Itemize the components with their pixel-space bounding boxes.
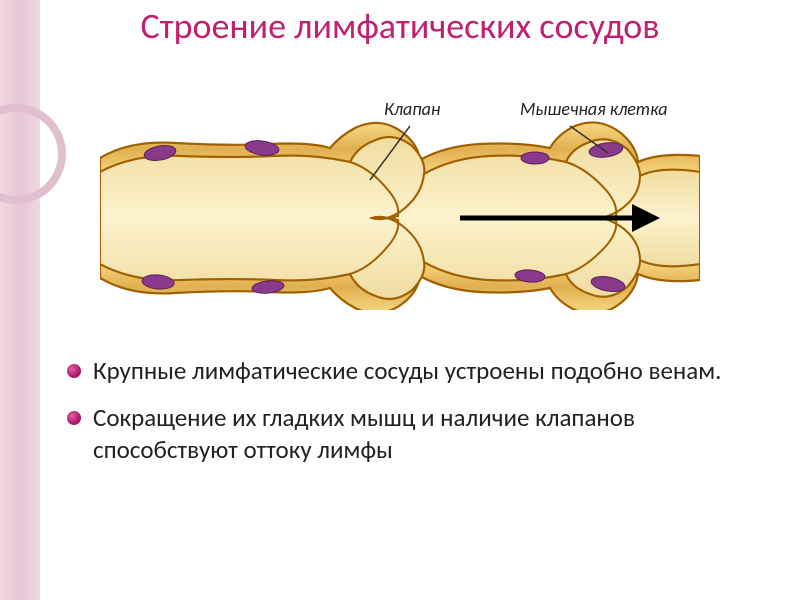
bullet-icon bbox=[67, 364, 81, 378]
bullet-text: Крупные лимфатические сосуды устроены по… bbox=[93, 355, 721, 386]
list-item: Сокращение их гладких мышц и наличие кла… bbox=[63, 402, 760, 465]
accent-ring bbox=[0, 104, 66, 204]
page-title: Строение лимфатических сосудов bbox=[0, 6, 800, 47]
slide: Строение лимфатических сосудов Клапан Мы… bbox=[0, 0, 800, 600]
accent-stripe bbox=[0, 0, 40, 600]
list-item: Крупные лимфатические сосуды устроены по… bbox=[63, 355, 760, 386]
vessel-svg bbox=[100, 98, 700, 310]
lymph-vessel-diagram: Клапан Мышечная клетка bbox=[100, 98, 800, 310]
bullet-icon bbox=[67, 411, 81, 425]
muscle-cell bbox=[521, 152, 549, 164]
bullet-list: Крупные лимфатические сосуды устроены по… bbox=[63, 355, 760, 481]
bullet-text: Сокращение их гладких мышц и наличие кла… bbox=[93, 402, 635, 464]
